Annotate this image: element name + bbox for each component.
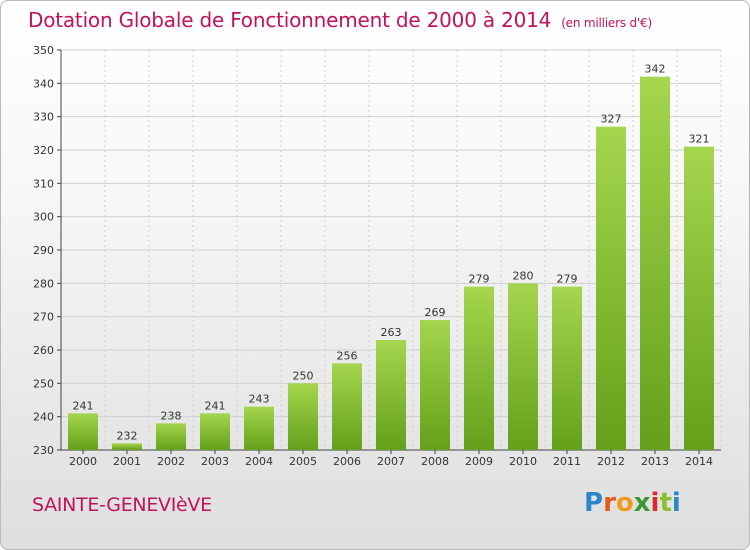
data-label-2011: 279 — [557, 273, 578, 286]
bar-2011 — [552, 286, 582, 450]
data-labels: 241 232 238 241 243 250 256 263 269 279 280 279 327 3… — [73, 63, 710, 443]
bar-2013 — [640, 76, 670, 451]
bar-2004 — [244, 406, 274, 450]
data-label-2014: 321 — [689, 133, 710, 146]
y-tick-label: 270 — [33, 311, 54, 324]
data-label-2009: 279 — [469, 273, 490, 286]
data-label-2012: 327 — [601, 113, 622, 126]
x-tick-label-2013: 2013 — [641, 455, 669, 468]
chart-title-text: Dotation Globale de Fonctionnement de 20… — [28, 8, 552, 32]
bar-2012 — [596, 126, 626, 451]
bar-2003 — [200, 413, 230, 450]
x-tick-label-2014: 2014 — [685, 455, 713, 468]
logo-letter: r — [603, 488, 616, 518]
x-tick-label-2006: 2006 — [333, 455, 361, 468]
data-label-2000: 241 — [73, 399, 94, 412]
proxiti-logo: Proxiti — [584, 488, 681, 518]
y-tick-label: 300 — [33, 211, 54, 224]
chart-title: Dotation Globale de Fonctionnement de 20… — [28, 8, 652, 32]
x-tick-label-2003: 2003 — [201, 455, 229, 468]
x-tick-label-2001: 2001 — [113, 455, 141, 468]
x-tick-label-2012: 2012 — [597, 455, 625, 468]
x-tick-label-2010: 2010 — [509, 455, 537, 468]
bar-2007 — [376, 340, 406, 450]
data-label-2007: 263 — [381, 326, 402, 339]
x-tick-label-2002: 2002 — [157, 455, 185, 468]
x-tick-label-2007: 2007 — [377, 455, 405, 468]
commune-name: SAINTE-GENEVIèVE — [32, 494, 212, 516]
bar-2002 — [156, 423, 186, 450]
logo-letter: o — [615, 488, 634, 518]
logo-letter: t — [659, 488, 672, 518]
data-label-2003: 241 — [205, 399, 226, 412]
y-tick-label: 350 — [33, 44, 54, 57]
data-label-2008: 269 — [425, 306, 446, 319]
data-label-2013: 342 — [645, 63, 666, 76]
y-tick-label: 230 — [33, 444, 54, 457]
chart-unit: (en milliers d'€) — [561, 16, 652, 30]
axes: 230 240 250 260 270 280 290 300 310 320 330 340 350 2… — [33, 44, 721, 468]
y-tick-label: 340 — [33, 77, 54, 90]
data-label-2002: 238 — [161, 409, 182, 422]
bar-2000 — [68, 413, 98, 450]
data-label-2001: 232 — [117, 429, 138, 442]
bar-2010 — [508, 283, 538, 450]
bar-2005 — [288, 383, 318, 450]
y-tick-label: 280 — [33, 277, 54, 290]
y-tick-label: 240 — [33, 411, 54, 424]
x-tick-label-2009: 2009 — [465, 455, 493, 468]
y-tick-label: 310 — [33, 177, 54, 190]
bar-2008 — [420, 320, 450, 450]
data-label-2004: 243 — [249, 393, 270, 406]
y-tick-label: 250 — [33, 377, 54, 390]
data-label-2006: 256 — [337, 349, 358, 362]
bars — [68, 76, 714, 451]
data-label-2005: 250 — [293, 369, 314, 382]
logo-letter: P — [584, 488, 604, 518]
x-tick-label-2000: 2000 — [69, 455, 97, 468]
bar-2014 — [684, 146, 714, 450]
data-label-2010: 280 — [513, 269, 534, 282]
bar-2009 — [464, 286, 494, 450]
x-tick-label-2011: 2011 — [553, 455, 581, 468]
logo-letter: i — [671, 488, 681, 518]
logo-letter: i — [650, 488, 660, 518]
logo-letter: x — [633, 488, 651, 518]
x-tick-label-2004: 2004 — [245, 455, 273, 468]
y-tick-label: 290 — [33, 244, 54, 257]
bar-2006 — [332, 363, 362, 450]
y-tick-label: 260 — [33, 344, 54, 357]
y-tick-label: 320 — [33, 144, 54, 157]
bar-2001 — [112, 443, 142, 450]
y-tick-label: 330 — [33, 111, 54, 124]
x-tick-label-2005: 2005 — [289, 455, 317, 468]
x-tick-label-2008: 2008 — [421, 455, 449, 468]
